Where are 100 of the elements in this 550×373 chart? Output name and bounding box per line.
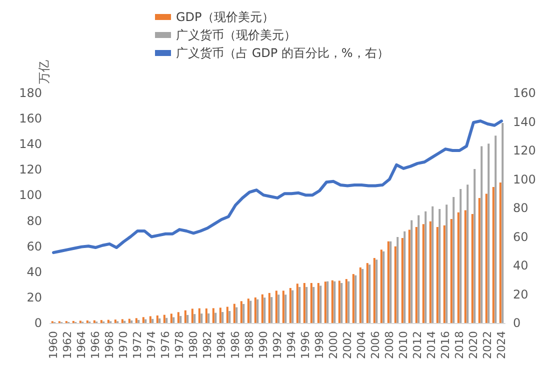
x-tick-label: 1992 <box>271 331 284 359</box>
bar <box>340 283 343 323</box>
bar <box>310 283 312 323</box>
x-tick-label: 1996 <box>299 331 312 359</box>
bar <box>242 304 245 323</box>
bar <box>450 218 452 323</box>
bar <box>138 320 140 323</box>
y2-tick-label: 100 <box>513 172 536 186</box>
x-tick-label: 1962 <box>61 331 74 359</box>
bar <box>194 314 196 323</box>
bar <box>200 314 203 323</box>
bar <box>334 281 336 323</box>
bar <box>275 290 278 323</box>
x-tick-label: 1988 <box>243 331 256 359</box>
bar <box>219 308 222 323</box>
x-tick-label: 1998 <box>313 331 326 359</box>
bar <box>348 281 350 323</box>
bar <box>460 188 462 323</box>
bar <box>261 294 264 323</box>
bar <box>396 237 399 323</box>
bar <box>236 307 238 323</box>
bar <box>298 286 301 323</box>
y-tick-label: 180 <box>19 86 42 100</box>
bar <box>457 212 460 323</box>
bar <box>149 316 152 323</box>
bar <box>408 230 410 323</box>
y-tick-label: 160 <box>19 112 42 126</box>
bar <box>93 320 96 323</box>
bar <box>338 280 340 323</box>
bar <box>485 194 488 323</box>
bar <box>170 314 172 323</box>
bar <box>284 294 287 323</box>
bar <box>233 304 236 323</box>
x-tick-label: 1974 <box>145 331 158 359</box>
x-tick-label: 1966 <box>89 331 102 359</box>
bar <box>418 215 420 323</box>
bar <box>296 284 298 323</box>
legend-label: 广义货币（现价美元） <box>176 28 296 42</box>
y2-tick-label: 160 <box>513 86 536 100</box>
x-tick-label: 2014 <box>425 331 438 359</box>
legend-label: 广义货币（占 GDP 的百分比，%，右） <box>176 46 389 60</box>
bar <box>306 286 308 323</box>
bar <box>478 198 480 323</box>
bar <box>152 318 154 323</box>
bar <box>289 288 292 323</box>
bar <box>436 227 438 323</box>
bar <box>422 224 424 323</box>
legend-label: GDP（现价美元） <box>176 10 274 24</box>
bar <box>394 246 396 323</box>
x-tick-label: 1968 <box>103 331 116 359</box>
bar <box>282 290 284 323</box>
bar <box>292 290 294 323</box>
bar <box>135 318 138 323</box>
x-tick-label: 1964 <box>75 331 88 359</box>
bar <box>480 146 483 323</box>
x-tick-label: 1986 <box>229 331 242 359</box>
bar <box>432 206 434 323</box>
y-tick-label: 120 <box>19 162 42 177</box>
x-tick-label: 1978 <box>173 331 186 359</box>
x-tick-label: 2022 <box>481 331 494 359</box>
x-tick-label: 1970 <box>117 331 130 359</box>
bar <box>166 318 168 323</box>
bar <box>214 312 217 323</box>
bar <box>228 310 231 323</box>
y-tick-label: 80 <box>26 214 42 228</box>
bar <box>499 182 502 323</box>
x-tick-label: 1990 <box>257 331 270 359</box>
bar <box>326 281 329 323</box>
y2-tick-label: 60 <box>513 230 528 244</box>
bar <box>452 197 455 323</box>
bar <box>226 306 228 323</box>
x-tick-label: 2000 <box>327 331 340 359</box>
bar <box>376 260 378 323</box>
bar <box>208 313 210 323</box>
bar <box>380 250 382 323</box>
bar <box>268 292 270 323</box>
bar <box>492 187 494 323</box>
x-tick-label: 2020 <box>467 331 480 359</box>
bar <box>502 123 504 323</box>
bar <box>474 169 476 323</box>
bar <box>438 209 441 323</box>
bar <box>142 317 144 323</box>
bar <box>471 214 474 323</box>
bar <box>410 220 413 323</box>
x-tick-label: 1980 <box>187 331 200 359</box>
bar <box>198 308 200 323</box>
y2-tick-label: 40 <box>513 258 528 272</box>
bar <box>390 241 392 323</box>
x-tick-label: 1994 <box>285 331 298 359</box>
x-tick-label: 1976 <box>159 331 172 359</box>
x-tick-label: 1984 <box>215 331 228 359</box>
bar <box>247 298 250 323</box>
bar <box>186 314 189 323</box>
bar <box>156 315 158 323</box>
bar <box>121 319 124 323</box>
bar <box>382 251 385 323</box>
bar <box>488 144 490 323</box>
bar <box>158 318 161 323</box>
bar <box>270 297 273 323</box>
y2-tick-label: 20 <box>513 287 528 302</box>
